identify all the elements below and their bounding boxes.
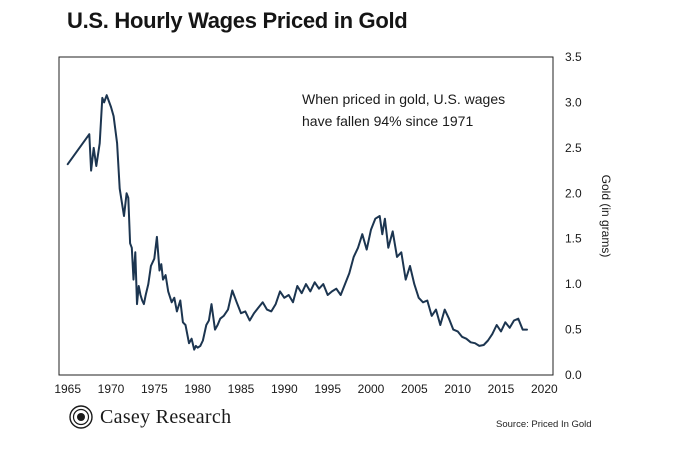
plot-frame <box>58 56 554 376</box>
x-tick-label: 1980 <box>184 382 211 396</box>
chart-title: U.S. Hourly Wages Priced in Gold <box>67 8 408 33</box>
y-tick-label: 0.5 <box>565 323 582 337</box>
x-tick-label: 1995 <box>314 382 341 396</box>
x-tick-label: 1965 <box>54 382 81 396</box>
y-tick-label: 2.5 <box>565 141 582 155</box>
x-tick-label: 1975 <box>141 382 168 396</box>
x-tick-label: 2005 <box>401 382 428 396</box>
y-axis-label: Gold (in grams) <box>599 175 613 258</box>
y-tick-label: 1.0 <box>565 277 582 291</box>
x-tick-label: 1970 <box>98 382 125 396</box>
source-note: Source: Priced In Gold <box>496 419 592 430</box>
y-tick-label: 2.0 <box>565 186 582 200</box>
x-tick-label: 1985 <box>228 382 255 396</box>
chart-annotation-line1: When priced in gold, U.S. wages <box>302 91 505 107</box>
casey-logo-icon <box>69 405 93 429</box>
wage-gold-series-line <box>66 94 528 351</box>
chart-annotation-line2: have fallen 94% since 1971 <box>302 113 473 129</box>
x-tick-label: 2000 <box>358 382 385 396</box>
x-tick-label: 1990 <box>271 382 298 396</box>
y-tick-label: 0.0 <box>565 368 582 382</box>
brand-name: Casey Research <box>100 405 232 428</box>
x-tick-label: 2020 <box>531 382 558 396</box>
y-tick-label: 3.0 <box>565 95 582 109</box>
x-tick-label: 2010 <box>444 382 471 396</box>
y-tick-label: 3.5 <box>565 50 582 64</box>
y-tick-label: 1.5 <box>565 232 582 246</box>
brand-logo: Casey Research <box>68 404 231 430</box>
x-tick-label: 2015 <box>488 382 515 396</box>
